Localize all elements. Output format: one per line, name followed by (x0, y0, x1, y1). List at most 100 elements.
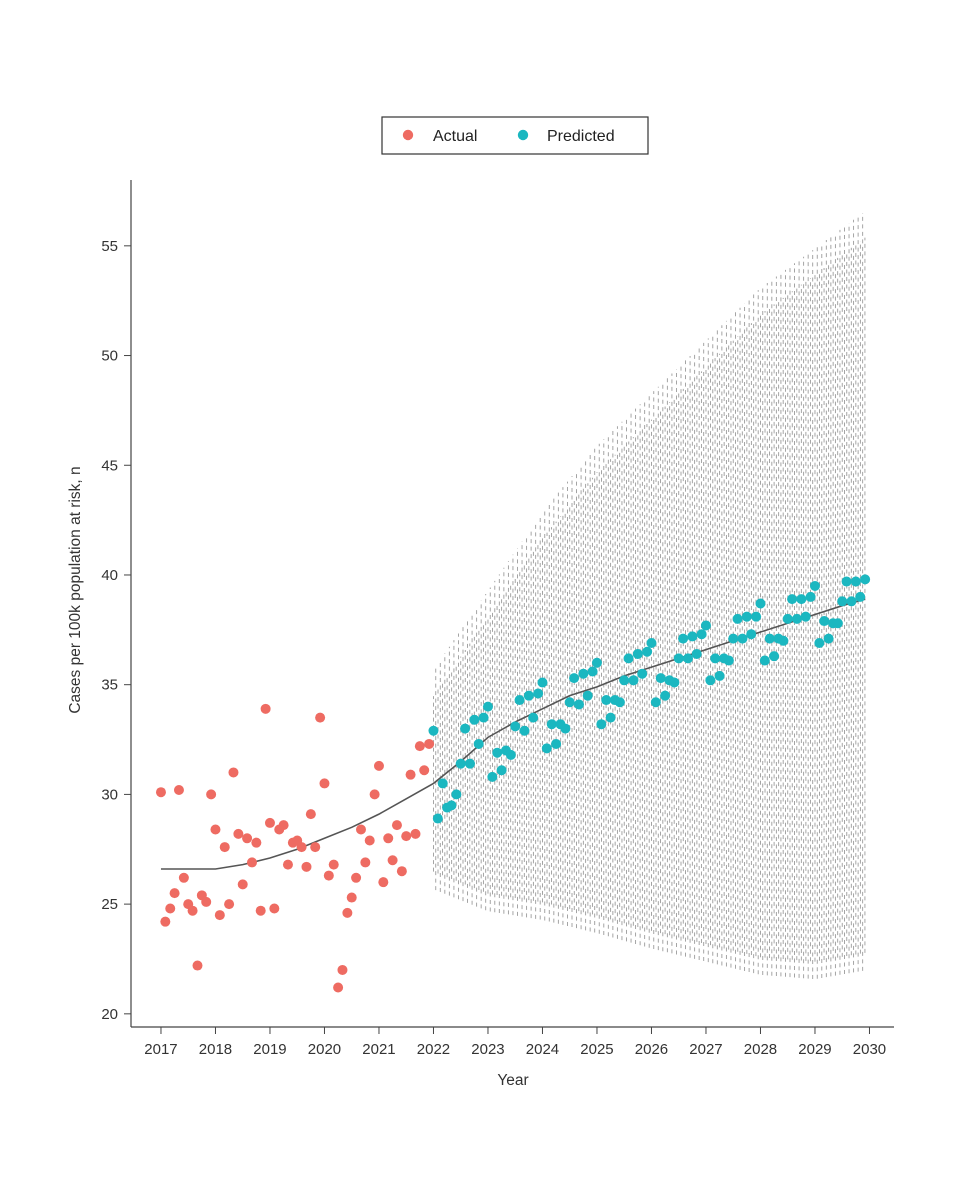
predicted-point (605, 712, 616, 723)
predicted-point (637, 668, 648, 679)
predicted-point (650, 697, 661, 708)
actual-point (383, 833, 394, 844)
predicted-point (578, 668, 589, 679)
actual-point (424, 738, 435, 749)
predicted-point (478, 712, 489, 723)
predicted-point (855, 591, 866, 602)
predicted-point (687, 631, 698, 642)
actual-point (301, 861, 312, 872)
predicted-point (551, 738, 562, 749)
predicted-point (723, 655, 734, 666)
predicted-point (782, 613, 793, 624)
actual-point (323, 870, 334, 881)
predicted-point (614, 697, 625, 708)
x-tick-label: 2020 (308, 1041, 341, 1058)
x-tick-label: 2023 (471, 1041, 504, 1058)
legend: Actual Predicted (381, 116, 649, 155)
predicted-point (437, 778, 448, 789)
actual-point (173, 785, 184, 796)
actual-point (373, 760, 384, 771)
actual-point (419, 765, 430, 776)
x-tick-label: 2027 (689, 1041, 722, 1058)
actual-point (360, 857, 371, 868)
y-tick-label: 25 (101, 896, 118, 913)
predicted-point (814, 638, 825, 648)
actual-point (405, 769, 416, 780)
predicted-point (601, 695, 612, 706)
predicted-point (632, 648, 643, 659)
actual-point (246, 857, 257, 868)
actual-point (355, 824, 366, 835)
predicted-point (596, 719, 607, 730)
actual-point (351, 872, 362, 883)
predicted-point (464, 758, 475, 769)
actual-point (278, 820, 289, 831)
predicted-point (700, 620, 711, 631)
predicted-point (528, 712, 539, 723)
actual-point (305, 809, 316, 820)
predicted-point (805, 591, 816, 602)
actual-point (178, 872, 189, 883)
x-tick-label: 2021 (362, 1041, 395, 1058)
actual-point (342, 907, 353, 918)
x-tick-label: 2019 (253, 1041, 286, 1058)
predicted-point (541, 743, 552, 754)
predicted-point (582, 690, 593, 701)
actual-point (387, 855, 398, 866)
predicted-point (737, 633, 748, 644)
predicted-point (446, 800, 457, 811)
actual-point (155, 787, 166, 798)
predicted-point (787, 594, 798, 605)
predicted-point (823, 633, 834, 644)
x-tick-label: 2029 (798, 1041, 831, 1058)
predicted-point (619, 675, 630, 686)
predicted-point (537, 677, 548, 688)
predicted-point (655, 673, 666, 684)
predicted-point (682, 653, 693, 664)
actual-point (410, 828, 421, 839)
predicted-point (451, 789, 462, 800)
x-tick-label: 2017 (144, 1041, 177, 1058)
predicted-point (473, 738, 484, 749)
predicted-point (769, 651, 780, 662)
predicted-point (428, 725, 439, 736)
predicted-point (746, 629, 757, 640)
y-ticks: 20 25 30 35 40 45 50 55 (101, 238, 131, 1023)
actual-point (214, 910, 225, 921)
predicted-point (710, 653, 721, 664)
predicted-point (642, 646, 653, 657)
actual-point (282, 859, 293, 870)
predicted-point (791, 613, 802, 624)
predicted-point (837, 596, 848, 607)
axes (130, 180, 894, 1028)
predicted-point (819, 616, 830, 627)
predicted-point (809, 580, 820, 591)
predicted-point (741, 611, 752, 622)
actual-point (333, 982, 344, 993)
actual-point (337, 964, 348, 975)
predicted-point (669, 677, 680, 688)
actual-point (201, 896, 212, 907)
predicted-point (832, 618, 843, 629)
actual-point (224, 899, 235, 910)
legend-swatch-actual (402, 129, 414, 141)
actual-points (155, 703, 435, 993)
predicted-point (623, 653, 634, 664)
x-tick-label: 2025 (580, 1041, 613, 1058)
predicted-point (678, 633, 689, 644)
predicted-point (492, 747, 503, 758)
predicted-point (841, 576, 852, 587)
predicted-point (519, 725, 530, 736)
x-tick-label: 2026 (635, 1041, 668, 1058)
predicted-point (673, 653, 684, 664)
actual-point (187, 905, 198, 916)
y-tick-label: 30 (101, 786, 118, 803)
predicted-point (660, 690, 671, 701)
predicted-point (469, 714, 480, 725)
y-tick-label: 55 (101, 238, 118, 255)
x-tick-label: 2018 (199, 1041, 232, 1058)
predicted-point (432, 813, 443, 824)
predicted-point (628, 675, 639, 686)
actual-point (233, 828, 244, 839)
